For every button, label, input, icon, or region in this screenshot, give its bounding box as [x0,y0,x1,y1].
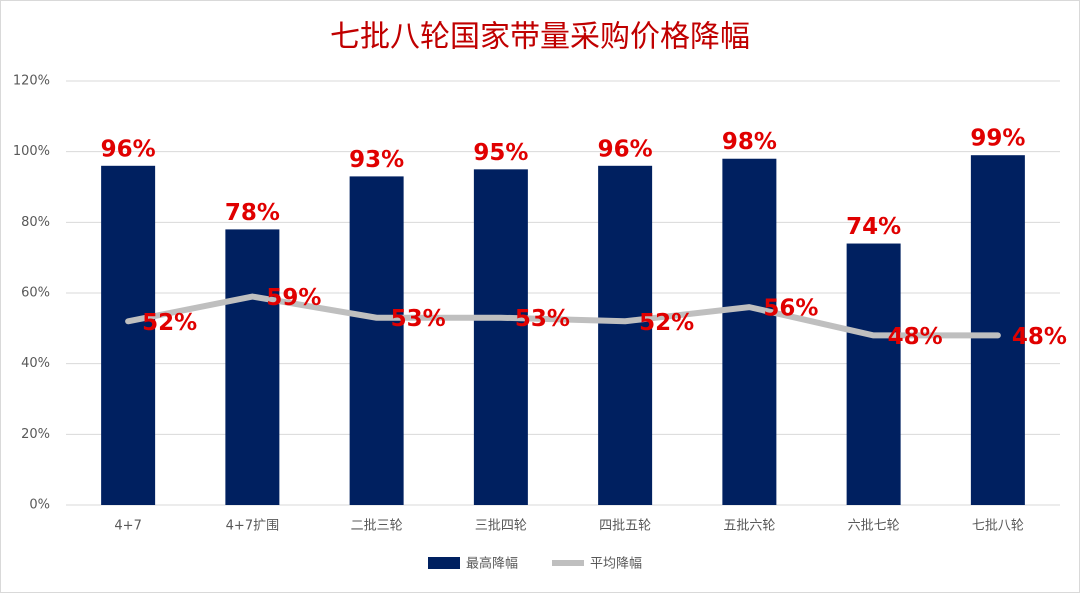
legend-label: 平均降幅 [590,557,642,572]
y-tick-label: 100% [13,144,50,159]
data-label: 96% [101,136,156,162]
chart-title: 七批八轮国家带量采购价格降幅 [330,20,750,55]
data-label: 52% [639,310,694,336]
data-label: 96% [598,136,653,162]
y-tick-label: 80% [21,215,50,230]
y-tick-label: 20% [21,427,50,442]
y-tick-label: 40% [21,356,50,371]
legend-label: 最高降幅 [466,556,518,572]
data-label: 56% [763,296,818,322]
y-tick-label: 60% [21,286,50,301]
data-label: 59% [266,285,321,311]
bar [970,155,1025,505]
data-label: 95% [473,140,528,166]
bar [349,176,404,505]
y-tick-label: 120% [13,74,50,89]
bar [473,169,528,506]
bar [598,165,653,506]
x-tick-label: 二批三轮 [351,519,403,534]
y-tick-label: 0% [29,498,50,513]
x-tick-label: 四批五轮 [599,519,651,534]
x-tick-label: 4+7扩围 [226,519,279,534]
data-label: 74% [846,214,901,240]
bar [225,229,280,505]
x-tick-label: 三批四轮 [475,519,527,534]
bar [101,165,156,506]
x-tick-label: 六批七轮 [848,519,900,534]
data-label: 78% [225,200,280,226]
data-label: 93% [349,147,404,173]
line [125,293,1001,339]
data-label: 98% [722,129,777,155]
x-tick-label: 4+7 [114,519,141,534]
data-label: 53% [515,306,570,332]
legend-swatch [428,557,460,569]
data-label: 48% [888,324,943,350]
data-label: 53% [391,306,446,332]
x-tick-label: 五批六轮 [723,519,775,534]
data-label: 52% [142,310,197,336]
bar [846,243,901,506]
x-tick-label: 七批八轮 [972,519,1024,534]
data-label: 99% [970,126,1025,152]
data-label: 48% [1012,324,1067,350]
bar [722,158,777,505]
